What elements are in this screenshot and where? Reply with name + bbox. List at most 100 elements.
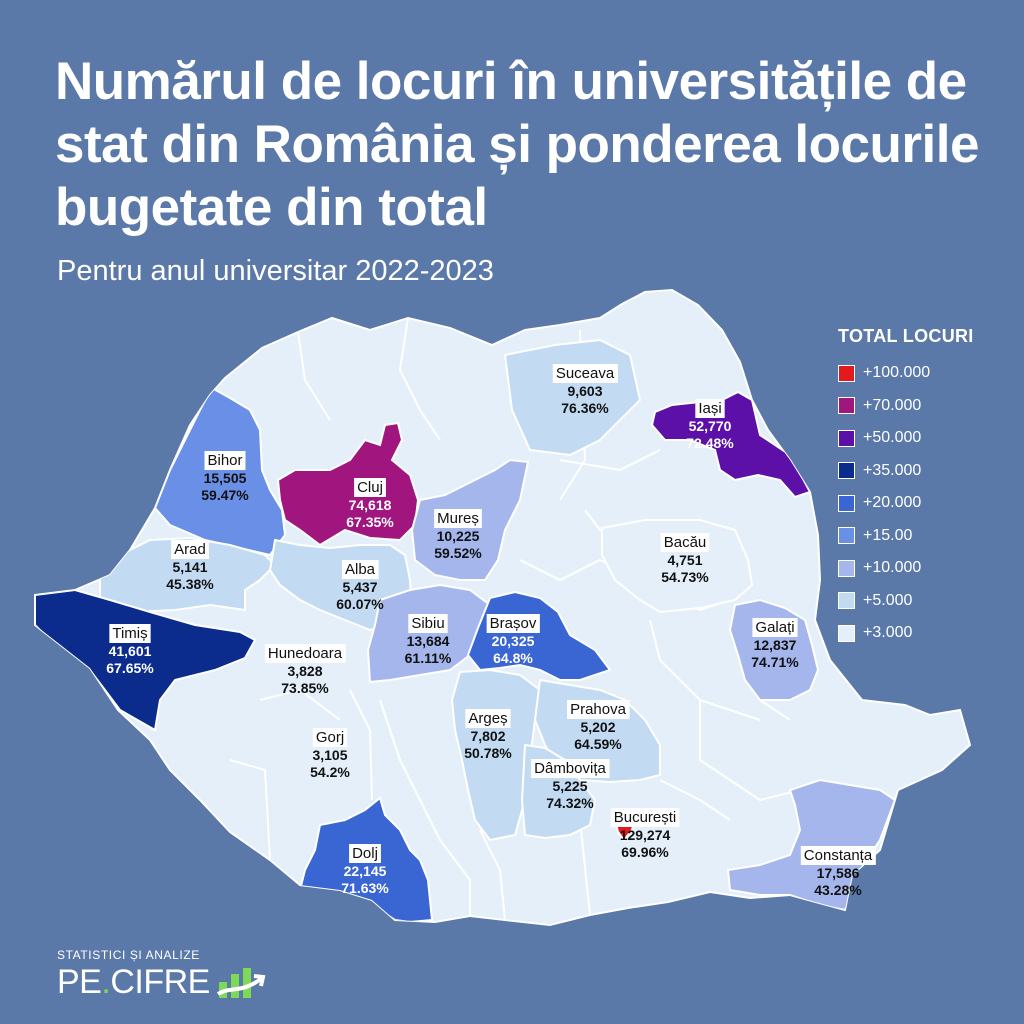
county-name-box	[434, 509, 482, 528]
legend-swatch	[838, 462, 855, 480]
county-name: Iași	[698, 400, 721, 417]
legend-label: +35.000	[863, 461, 922, 479]
county-budget-share: 69.96%	[621, 844, 669, 860]
brand-tagline: STATISTICI ȘI ANALIZE	[57, 948, 200, 962]
legend-swatch	[838, 592, 855, 610]
legend-title: TOTAL LOCURI	[838, 326, 974, 346]
county-total-seats: 52,770	[689, 418, 732, 434]
county-name-box	[486, 614, 540, 633]
legend-item: +70.000	[838, 390, 974, 423]
county-name: Argeș	[468, 710, 507, 727]
county-total-seats: 74,618	[349, 497, 392, 513]
county-name-box	[660, 533, 710, 552]
legend-label: +100.000	[863, 364, 931, 382]
county-name: Arad	[174, 541, 206, 558]
county-total-seats: 5,437	[342, 579, 377, 595]
county-name: București	[614, 809, 677, 826]
legend-item: +10.000	[838, 552, 974, 585]
county-budget-share: 67.35%	[346, 514, 394, 530]
county-name: Timiș	[112, 625, 147, 642]
county-name: Bacău	[664, 534, 707, 551]
county-budget-share: 61.11%	[405, 650, 452, 666]
legend-label: +5.000	[863, 591, 913, 609]
map-title: Numărul de locuri în universitățile de s…	[55, 52, 979, 237]
legend-label: +20.000	[863, 494, 922, 512]
county-name-box	[800, 846, 876, 865]
county-name: Sibiu	[411, 615, 444, 632]
county-sibiu	[366, 583, 492, 684]
county-name-box	[109, 624, 151, 643]
legend-item: +20.000	[838, 487, 974, 520]
county-budget-share: 67.65%	[106, 660, 154, 676]
legend-label: +3.000	[863, 624, 913, 642]
legend-label: +15.00	[863, 526, 913, 544]
county-total-seats: 13,684	[407, 633, 450, 649]
county-name-box	[610, 808, 680, 827]
county-total-seats: 5,141	[172, 559, 207, 575]
map-subtitle: Pentru anul universitar 2022-2023	[57, 255, 494, 287]
legend-item: +15.00	[838, 520, 974, 553]
county-budget-share: 54.2%	[310, 764, 350, 780]
legend-swatch	[838, 624, 855, 642]
legend-item: +3.000	[838, 617, 974, 650]
legend-item: +100.000	[838, 357, 974, 390]
county-budget-share: 43.28%	[814, 882, 862, 898]
county-total-seats: 20,325	[492, 633, 535, 649]
legend-swatch	[838, 397, 855, 415]
brand-name: PE.CIFRE	[57, 964, 210, 1000]
county-name-box	[567, 700, 630, 719]
county-name-box	[408, 614, 448, 633]
legend-swatch	[838, 364, 855, 382]
county-name: Galați	[755, 619, 794, 636]
legend-label: +10.000	[863, 559, 922, 577]
county-name: Constanța	[804, 847, 873, 864]
county-budget-share: 73.85%	[281, 680, 329, 696]
county-budget-share: 72.48%	[686, 435, 734, 451]
brand-name-part2: CIFRE	[110, 963, 210, 1001]
county-total-seats: 15,505	[204, 470, 247, 486]
county-name-box	[264, 644, 346, 663]
legend-swatch	[838, 494, 855, 512]
county-name: Dâmbovița	[534, 760, 606, 777]
county-total-seats: 5,202	[580, 719, 615, 735]
county-budget-share: 60.07%	[336, 596, 384, 612]
county-budget-share: 59.47%	[201, 487, 249, 503]
county-name-box	[171, 540, 209, 559]
county-budget-share: 76.36%	[561, 400, 609, 416]
legend-swatch	[838, 527, 855, 545]
county-total-seats: 4,751	[667, 552, 702, 568]
legend-item: +50.000	[838, 422, 974, 455]
county-cluj	[276, 421, 420, 547]
county-budget-share: 64.8%	[493, 650, 533, 666]
legend: TOTAL LOCURI +100.000 +70.000 +50.000 +35.0…	[838, 326, 974, 650]
county-bihor	[153, 386, 287, 557]
legend-item: +35.000	[838, 455, 974, 488]
county-name-box	[341, 560, 379, 579]
county-name: Dolj	[352, 845, 378, 862]
county-bacau	[601, 519, 754, 614]
county-total-seats: 10,225	[437, 528, 480, 544]
county-name: Hunedoara	[268, 645, 343, 662]
brand-logo: STATISTICI ȘI ANALIZE PE.CIFRE	[57, 948, 266, 1000]
county-total-seats: 41,601	[109, 643, 152, 659]
county-total-seats: 7,802	[470, 728, 505, 744]
county-name: Mureș	[437, 510, 479, 527]
county-name-box	[531, 759, 610, 778]
legend-swatch	[838, 559, 855, 577]
county-budget-share: 64.59%	[574, 736, 622, 752]
